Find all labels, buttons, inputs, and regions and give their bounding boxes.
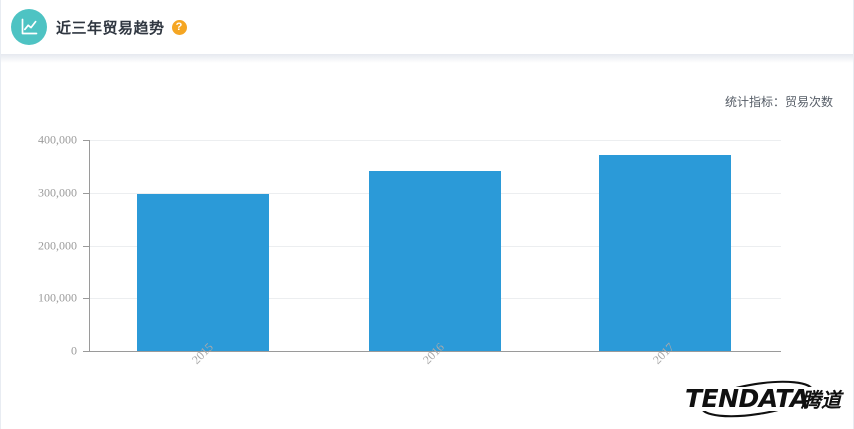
bar-2016[interactable] <box>369 170 501 351</box>
x-axis-line <box>89 351 781 352</box>
y-axis-line <box>89 140 90 351</box>
bar-2017[interactable] <box>599 155 731 351</box>
ytick-mark-400000 <box>83 140 89 141</box>
bar-2015[interactable] <box>137 194 269 351</box>
statistic-indicator-label: 统计指标：贸易次数 <box>724 95 833 109</box>
logo-cjk-text: 腾道 <box>800 388 844 412</box>
ytick-label-400000: 400,000 <box>38 132 77 147</box>
page-title: 近三年贸易趋势 <box>56 18 165 37</box>
ytick-label-100000: 100,000 <box>38 290 77 305</box>
ytick-mark-300000 <box>83 193 89 194</box>
ytick-mark-100000 <box>83 298 89 299</box>
panel-header: 近三年贸易趋势 ? <box>1 0 853 63</box>
ytick-mark-200000 <box>83 246 89 247</box>
logo-latin-text: TENDATA <box>685 384 809 413</box>
line-chart-icon <box>11 9 47 45</box>
bar-chart: 400,000 300,000 200,000 100,000 0 2015 2… <box>1 54 853 429</box>
help-icon[interactable]: ? <box>171 19 187 35</box>
ytick-label-300000: 300,000 <box>38 185 77 200</box>
tendata-logo: TENDATA 腾道 <box>683 377 847 421</box>
ytick-mark-0 <box>83 351 89 352</box>
ytick-label-0: 0 <box>71 343 77 358</box>
gridline-400000 <box>90 140 781 141</box>
ytick-label-200000: 200,000 <box>38 238 77 253</box>
bars-layer <box>89 140 781 351</box>
panel-body: 统计指标：贸易次数 400,000 300,000 200,000 100,00… <box>1 54 853 429</box>
